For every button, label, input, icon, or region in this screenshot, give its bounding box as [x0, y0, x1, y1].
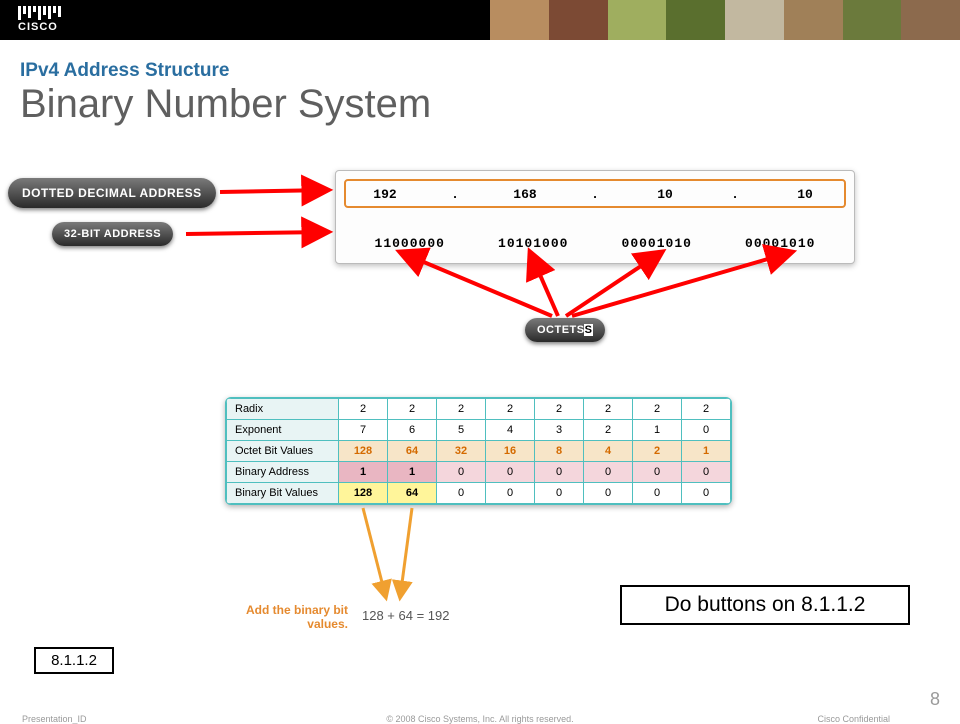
binary-row: 11000000101010000000101000001010 — [344, 232, 846, 255]
table-row-label: Binary Bit Values — [227, 483, 339, 504]
table-cell: 0 — [633, 462, 682, 483]
table-cell: 2 — [584, 420, 633, 441]
table-cell: 128 — [339, 441, 388, 462]
header-photo-strip — [490, 0, 960, 40]
table-row-label: Radix — [227, 399, 339, 420]
table-cell: 0 — [535, 462, 584, 483]
table-cell: 0 — [584, 483, 633, 504]
brand-logo: CISCO — [18, 6, 61, 33]
table-cell: 6 — [388, 420, 437, 441]
decimal-octet: 10 — [770, 187, 840, 202]
table-cell: 2 — [584, 399, 633, 420]
section-ref: 8.1.1.2 — [34, 647, 114, 674]
binary-octet: 10101000 — [472, 236, 596, 251]
table-cell: 128 — [339, 483, 388, 504]
header-band: CISCO — [0, 0, 960, 40]
footer-right: Cisco Confidential — [817, 714, 890, 724]
table-cell: 2 — [535, 399, 584, 420]
decimal-row: 192.168.10.10 — [344, 179, 846, 208]
table-cell: 7 — [339, 420, 388, 441]
table-cell: 0 — [682, 462, 731, 483]
table-cell: 64 — [388, 441, 437, 462]
table-cell: 0 — [486, 462, 535, 483]
table-row-label: Octet Bit Values — [227, 441, 339, 462]
address-box: 192.168.10.10 11000000101010000000101000… — [335, 170, 855, 264]
table-cell: 1 — [682, 441, 731, 462]
table-cell: 0 — [437, 462, 486, 483]
table-cell: 0 — [682, 483, 731, 504]
cisco-bars-icon — [18, 6, 61, 20]
binary-octet: 00001010 — [595, 236, 719, 251]
decimal-dot: . — [560, 187, 630, 202]
table-cell: 2 — [633, 399, 682, 420]
table-cell: 32 — [437, 441, 486, 462]
decimal-dot: . — [700, 187, 770, 202]
table-row-label: Exponent — [227, 420, 339, 441]
decimal-octet: 192 — [350, 187, 420, 202]
table-row-label: Binary Address — [227, 462, 339, 483]
table-cell: 2 — [682, 399, 731, 420]
table-cell: 2 — [339, 399, 388, 420]
slide-title: Binary Number System — [20, 82, 431, 127]
decimal-octet: 10 — [630, 187, 700, 202]
table-cell: 0 — [486, 483, 535, 504]
pill-octets: OCTETSS — [525, 318, 605, 342]
page-number: 8 — [930, 689, 940, 710]
pill-dotted-decimal: DOTTED DECIMAL ADDRESS — [8, 178, 216, 208]
table-cell: 64 — [388, 483, 437, 504]
table-cell: 8 — [535, 441, 584, 462]
decimal-octet: 168 — [490, 187, 560, 202]
do-buttons-callout: Do buttons on 8.1.1.2 — [620, 585, 910, 625]
table-cell: 4 — [486, 420, 535, 441]
sum-equation: 128 + 64 = 192 — [362, 608, 449, 623]
table-cell: 5 — [437, 420, 486, 441]
binary-octet: 00001010 — [719, 236, 843, 251]
table-cell: 2 — [388, 399, 437, 420]
add-binary-note: Add the binary bitvalues. — [218, 603, 348, 632]
table-cell: 0 — [584, 462, 633, 483]
table-cell: 2 — [437, 399, 486, 420]
table-cell: 0 — [535, 483, 584, 504]
table-cell: 0 — [682, 420, 731, 441]
footer-center: © 2008 Cisco Systems, Inc. All rights re… — [0, 714, 960, 724]
pill-32bit: 32-BIT ADDRESS — [52, 222, 173, 246]
bit-values-table: Radix22222222Exponent76543210Octet Bit V… — [225, 397, 732, 505]
table-cell: 4 — [584, 441, 633, 462]
table-cell: 2 — [486, 399, 535, 420]
table-cell: 16 — [486, 441, 535, 462]
table-cell: 1 — [633, 420, 682, 441]
table-cell: 0 — [437, 483, 486, 504]
table-cell: 1 — [339, 462, 388, 483]
decimal-dot: . — [420, 187, 490, 202]
table-cell: 1 — [388, 462, 437, 483]
pill-octets-label: OCTETS — [537, 324, 585, 336]
table-cell: 2 — [633, 441, 682, 462]
binary-octet: 11000000 — [348, 236, 472, 251]
table-cell: 3 — [535, 420, 584, 441]
slide-kicker: IPv4 Address Structure — [20, 60, 229, 82]
brand-text: CISCO — [18, 21, 61, 33]
table-cell: 0 — [633, 483, 682, 504]
